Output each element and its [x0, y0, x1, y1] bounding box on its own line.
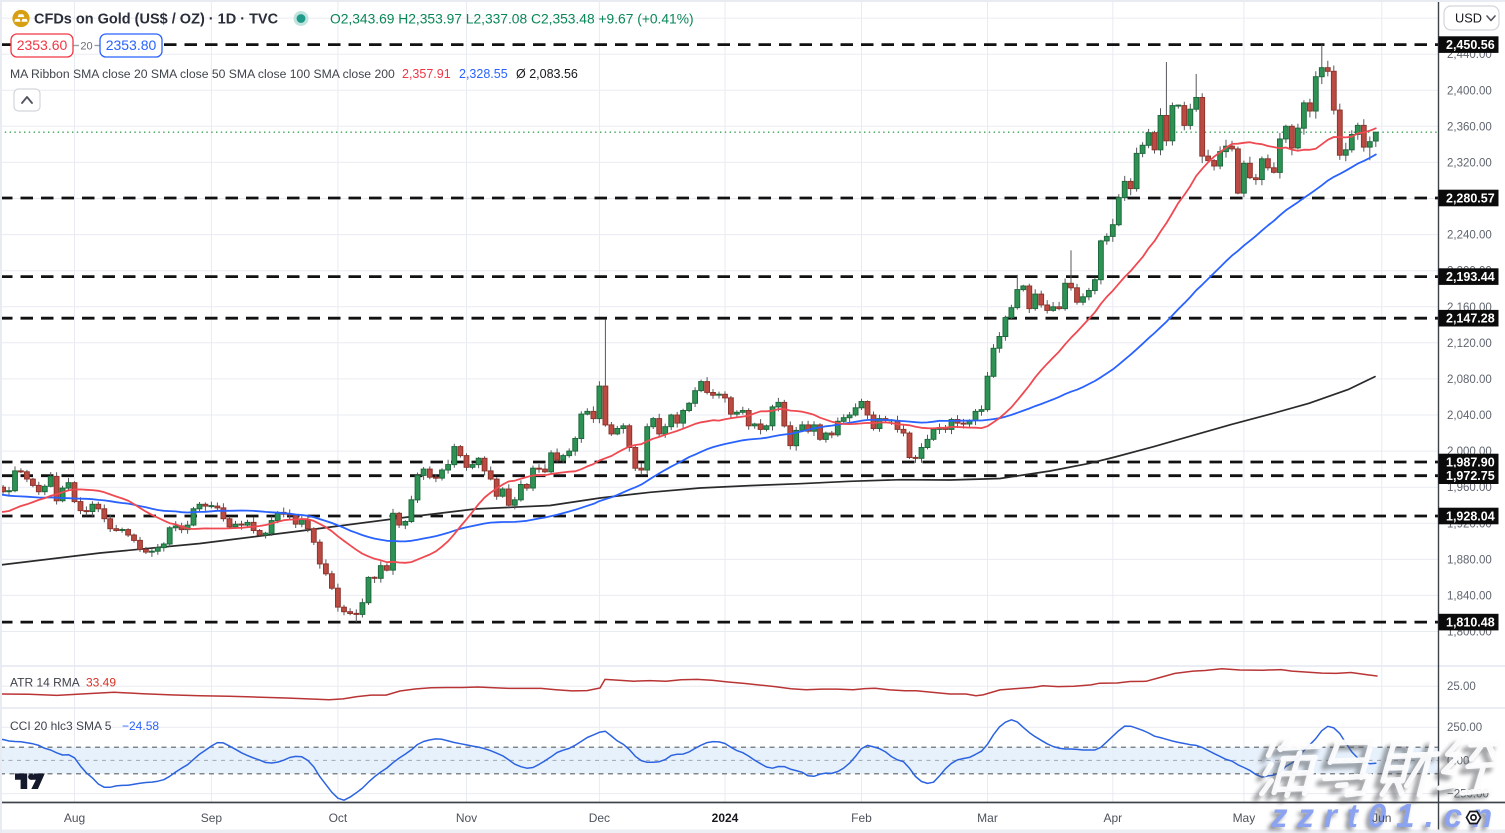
svg-text:2,400.00: 2,400.00 [1447, 85, 1492, 97]
svg-text:O2,343.69 H2,353.97 L2,337.08: O2,343.69 H2,353.97 L2,337.08 C2,353.48 … [330, 12, 694, 27]
svg-text:1,987.90: 1,987.90 [1446, 455, 1495, 469]
svg-text:2,120.00: 2,120.00 [1447, 338, 1492, 350]
svg-text:CCI 20 hlc3 SMA 5: CCI 20 hlc3 SMA 5 [10, 719, 112, 733]
svg-text:USD: USD [1455, 11, 1482, 26]
svg-text:Jun: Jun [1372, 811, 1391, 825]
svg-text:2,147.28: 2,147.28 [1446, 312, 1495, 326]
svg-text:2,357.91: 2,357.91 [402, 67, 451, 81]
svg-text:2353.60: 2353.60 [17, 37, 68, 53]
svg-text:−24.58: −24.58 [122, 719, 159, 733]
svg-text:2,080.00: 2,080.00 [1447, 374, 1492, 386]
svg-text:2,360.00: 2,360.00 [1447, 121, 1492, 133]
svg-text:1,810.48: 1,810.48 [1446, 615, 1495, 629]
svg-text:Feb: Feb [851, 811, 872, 825]
svg-text:1,960.00: 1,960.00 [1447, 482, 1492, 494]
svg-text:MA Ribbon SMA close 20 SMA clo: MA Ribbon SMA close 20 SMA close 50 SMA … [10, 67, 395, 81]
svg-text:CFDs on Gold (US$ / OZ) · 1D ·: CFDs on Gold (US$ / OZ) · 1D · TVC [34, 12, 279, 28]
svg-text:Apr: Apr [1103, 811, 1122, 825]
svg-text:2,193.44: 2,193.44 [1446, 270, 1495, 284]
svg-text:1,880.00: 1,880.00 [1447, 554, 1492, 566]
svg-text:1,972.75: 1,972.75 [1446, 469, 1495, 483]
svg-text:2,240.00: 2,240.00 [1447, 230, 1492, 242]
svg-text:2353.80: 2353.80 [106, 37, 157, 53]
svg-text:25.00: 25.00 [1447, 681, 1476, 693]
svg-text:Aug: Aug [64, 811, 85, 825]
svg-text:250.00: 250.00 [1447, 722, 1482, 734]
svg-text:2,280.57: 2,280.57 [1446, 191, 1495, 205]
svg-text:2024: 2024 [712, 811, 739, 825]
svg-text:Oct: Oct [329, 811, 348, 825]
svg-text:Mar: Mar [977, 811, 998, 825]
svg-text:Ø 2,083.56: Ø 2,083.56 [516, 67, 578, 81]
svg-text:2,450.56: 2,450.56 [1446, 38, 1495, 52]
svg-text:33.49: 33.49 [86, 676, 116, 690]
svg-text:20: 20 [80, 41, 92, 53]
svg-text:2,320.00: 2,320.00 [1447, 157, 1492, 169]
svg-text:1,840.00: 1,840.00 [1447, 590, 1492, 602]
svg-text:May: May [1233, 811, 1256, 825]
svg-text:Nov: Nov [456, 811, 477, 825]
svg-text:ATR 14 RMA: ATR 14 RMA [10, 676, 80, 690]
svg-text:zzrt01.cn: zzrt01.cn [1267, 800, 1499, 833]
svg-text:2,040.00: 2,040.00 [1447, 410, 1492, 422]
svg-text:Dec: Dec [589, 811, 610, 825]
svg-text:1,928.04: 1,928.04 [1446, 509, 1495, 523]
svg-text:2,328.55: 2,328.55 [459, 67, 508, 81]
svg-text:Sep: Sep [201, 811, 223, 825]
svg-text:zzrt01.cn: zzrt01.cn [1270, 797, 1502, 833]
